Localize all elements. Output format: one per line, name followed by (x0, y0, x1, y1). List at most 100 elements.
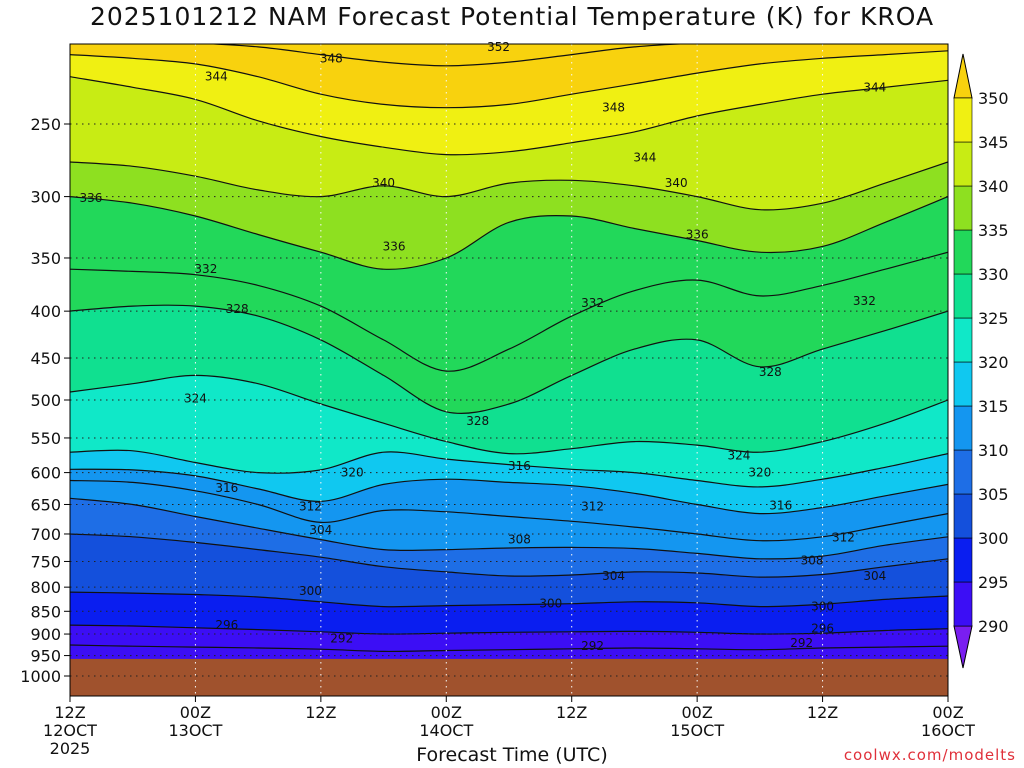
contour-label-text: 300 (811, 600, 834, 614)
contour-label: 324 (184, 391, 207, 405)
contour-label: 312 (299, 499, 322, 513)
contour-label-text: 340 (372, 176, 395, 190)
contour-label-text: 312 (581, 499, 604, 513)
time-tick-label: 16OCT (921, 721, 975, 740)
isentrope-lines (70, 44, 948, 653)
colorbar-tick-label: 305 (978, 485, 1009, 504)
contour-label-text: 304 (309, 523, 332, 537)
colorbar: 290 295 300 305 310 315 320 325 330 335 340 345 350 (953, 53, 1009, 669)
pressure-tick-label: 1000 (20, 667, 61, 686)
pressure-tick-label: 250 (30, 115, 61, 134)
isentrope-line (70, 468, 948, 515)
pressure-tick-label: 600 (30, 464, 61, 483)
contour-label: 316 (769, 499, 792, 513)
colorbar-tick-label: 325 (978, 309, 1009, 328)
contour-label-text: 340 (665, 176, 688, 190)
contour-label-text: 332 (853, 294, 876, 308)
time-gridlines (194, 44, 824, 696)
pressure-gridlines (70, 123, 948, 677)
pressure-tick-label: 800 (30, 578, 61, 597)
contour-label-text: 308 (508, 533, 531, 547)
isentrope-line (70, 161, 948, 211)
pressure-tick-label: 300 (30, 188, 61, 207)
colorbar-tick-label: 315 (978, 397, 1009, 416)
contour-label: 300 (299, 584, 322, 598)
contour-label-text: 300 (539, 597, 562, 611)
contour-label-text: 336 (686, 228, 709, 242)
time-tick-label: 00Z (180, 703, 211, 722)
isentrope-line (70, 644, 948, 653)
contour-label-text: 320 (341, 466, 364, 480)
contour-label-text: 332 (194, 262, 217, 276)
contour-label: 336 (79, 191, 102, 205)
pressure-tick-label: 850 (30, 602, 61, 621)
isentrope-line (203, 44, 689, 67)
pressure-axis: 250 300 350 400 450 500 550 600 650 700 750 800 850 9… (20, 115, 70, 686)
time-tick-label: 12Z (54, 703, 85, 722)
contour-label-text: 312 (299, 499, 322, 513)
contour-label-text: 348 (602, 101, 625, 115)
contour-label: 352 (487, 40, 510, 54)
colorbar-segment (953, 361, 973, 407)
contour-label: 344 (633, 151, 656, 165)
site-credit: coolwx.com/modelts (843, 746, 1016, 764)
contour-label: 336 (686, 228, 709, 242)
time-tick-label: 13OCT (168, 721, 222, 740)
theta-band (70, 469, 948, 541)
contour-label-text: 344 (633, 151, 656, 165)
contour-label: 336 (383, 239, 406, 253)
colorbar-segment (953, 493, 973, 539)
theta-band (70, 592, 948, 635)
theta-band (70, 44, 948, 108)
isentrope-line (70, 449, 948, 488)
contour-label: 328 (466, 414, 489, 428)
theta-band (70, 305, 948, 454)
contour-label: 332 (194, 262, 217, 276)
contour-labels: 352 348 348 344 344 344 340 340 336 336 336 332 332 3… (79, 40, 886, 653)
isentrope-line (70, 251, 948, 372)
contour-label-text: 324 (184, 391, 207, 405)
pressure-tick-label: 750 (30, 552, 61, 571)
colorbar-tick-label: 345 (978, 133, 1009, 152)
contour-label: 296 (811, 622, 834, 636)
contour-label-text: 328 (466, 414, 489, 428)
colorbar-segment (953, 273, 973, 319)
contour-label-text: 336 (79, 191, 102, 205)
contour-label-text: 292 (330, 631, 353, 645)
contour-label: 292 (581, 639, 604, 653)
contour-label-text: 296 (811, 622, 834, 636)
contour-label-text: 316 (508, 459, 531, 473)
x-axis-label: Forecast Time (UTC) (416, 744, 608, 766)
pressure-tick-label: 400 (30, 302, 61, 321)
colorbar-segment (953, 97, 973, 143)
contour-label: 300 (811, 600, 834, 614)
time-tick-label: 00Z (932, 703, 963, 722)
contour-label: 308 (508, 533, 531, 547)
contour-label-text: 296 (215, 618, 238, 632)
contour-label: 348 (602, 101, 625, 115)
contour-label: 308 (801, 553, 824, 567)
colorbar-segment (953, 185, 973, 231)
time-tick-label: 00Z (681, 703, 712, 722)
colorbar-segment (953, 537, 973, 583)
colorbar-segment (953, 141, 973, 187)
time-tick-label: 12Z (807, 703, 838, 722)
isentrope-line (70, 624, 948, 635)
contour-label: 324 (727, 449, 750, 463)
chart-title: 2025101212 NAM Forecast Potential Temper… (89, 2, 935, 31)
contour-label: 316 (508, 459, 531, 473)
isentrope-line (70, 591, 948, 608)
time-tick-label: 12OCT (43, 721, 97, 740)
contour-label: 292 (330, 631, 353, 645)
theta-band (70, 625, 948, 652)
contour-label: 328 (226, 302, 249, 316)
colorbar-tick-label: 300 (978, 529, 1009, 548)
colorbar-segment (953, 405, 973, 451)
contour-label: 332 (581, 296, 604, 310)
contour-label: 340 (372, 176, 395, 190)
contour-label: 312 (581, 499, 604, 513)
time-tick-label: 2025 (50, 739, 91, 758)
contour-label: 320 (748, 466, 771, 480)
isentrope-line (70, 196, 948, 270)
